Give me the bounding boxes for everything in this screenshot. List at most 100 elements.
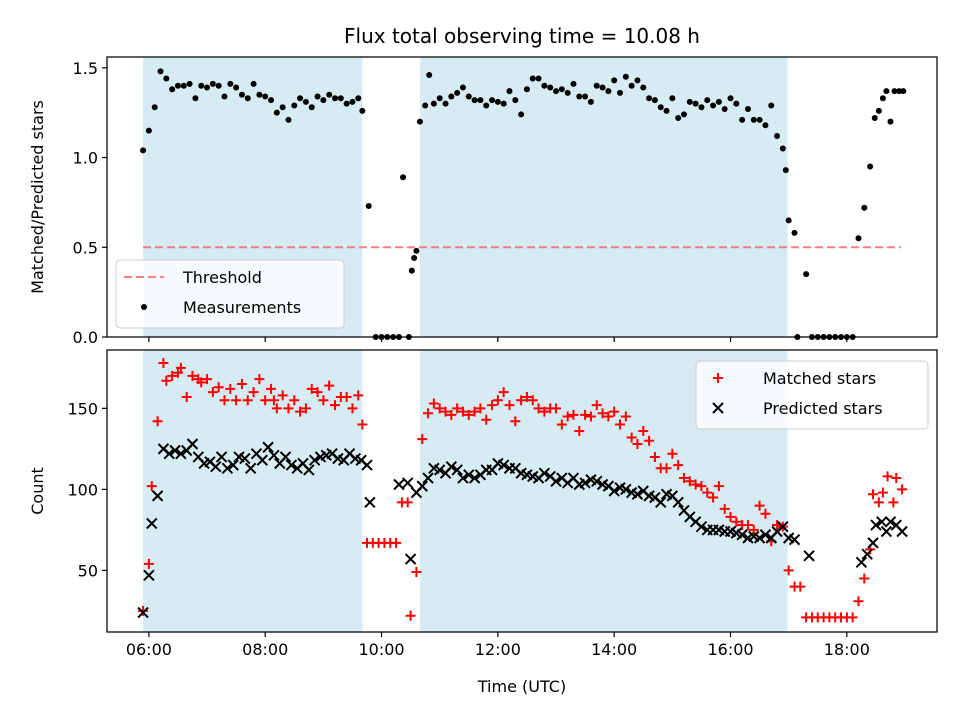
matched-star-point [760,508,771,519]
matched-star-point [783,565,794,576]
predicted-star-point [393,478,405,491]
y-tick-label: 150 [67,399,98,418]
measurement-point [710,102,717,109]
measurement-point [250,80,257,87]
measurement-point [669,95,676,102]
matched-star-point [330,400,341,411]
matched-star-point [175,362,186,373]
measurement-point [494,98,501,105]
matched-star-point [353,390,364,401]
measurement-point [186,80,193,87]
predicted-star-point [880,525,893,538]
matched-star-point [713,481,724,492]
matched-star-point [882,471,893,482]
matched-star-point [300,403,311,414]
matched-star-point [626,432,637,443]
measurement-point [359,107,366,114]
measurement-point [692,100,699,107]
matched-star-point [146,481,157,492]
measurement-point [442,100,449,107]
y-tick-label: 0.0 [73,328,98,347]
matched-star-point [248,387,259,398]
matched-star-point [161,375,172,386]
predicted-star-point [175,448,187,460]
measurement-point [291,102,298,109]
shaded-interval-1 [419,57,788,337]
matched-star-point [859,573,870,584]
predicted-star-point [631,488,644,500]
measurement-point [582,93,589,100]
measurement-point [518,111,525,118]
x-tick-label: 18:00 [824,640,870,659]
measurement-point [634,77,641,84]
predicted-star-point [497,459,510,471]
predicted-star-point [268,449,280,462]
matched-star-point [260,395,271,406]
matched-star-point [457,406,468,417]
predicted-star-point [361,459,373,471]
matched-star-point [213,382,224,393]
predicted-star-point [777,520,789,533]
measurement-point [622,73,629,80]
measurement-point [553,88,560,95]
measurement-point [879,95,886,102]
legend-swatch-measurements [141,304,147,310]
matched-star-point [187,370,198,381]
matched-star-point [452,403,463,414]
measurement-point [680,111,687,118]
measurement-point [512,97,519,104]
predicted-star-point [463,469,475,481]
measurement-point [774,132,781,139]
measurement-point [861,204,868,211]
matched-star-point [638,426,649,437]
predicted-star-point [884,516,897,528]
x-tick-label: 10:00 [358,640,404,659]
measurement-point [477,97,484,104]
bottom-y-axis-label: Count [28,467,47,515]
matched-star-point [853,596,864,607]
top-series [140,68,907,340]
bottom-shaded-intervals [143,350,788,632]
measurement-point [867,163,874,170]
measurement-point [663,107,670,114]
matched-star-point [289,395,300,406]
predicted-star-point [855,556,868,569]
top-shaded-intervals [143,57,788,337]
predicted-star-point [285,459,298,471]
measurement-point [436,95,443,102]
measurement-point [174,82,181,89]
matched-star-point [391,537,402,548]
measurement-point [204,84,211,91]
matched-star-point [521,392,532,402]
measurement-point [547,84,554,91]
measurement-point [262,93,269,100]
measurement-point [221,93,228,100]
predicted-star-point [137,606,149,619]
matched-star-point [585,411,596,422]
measurement-point [256,91,263,98]
bottom-axes-frame [106,349,938,633]
bottom-series [137,357,908,623]
matched-star-point [632,439,643,449]
matched-star-point [236,379,247,390]
measurement-point [465,93,472,100]
measurement-point [704,97,711,104]
predicted-star-point [550,475,562,487]
predicted-star-point [143,569,155,581]
measurement-point [593,82,600,89]
matched-star-point [748,524,759,535]
matched-star-point [873,497,884,508]
measurement-point [314,93,321,100]
matched-star-point [533,403,544,414]
measurement-point [768,102,775,109]
measurement-point [180,82,187,89]
matched-star-point [225,383,236,394]
bottom-axes: 50 100 150 06:00 08:00 10:00 12:00 14:00 16:00 18… [67,399,869,659]
matched-star-point [527,395,538,406]
predicted-star-point [695,520,708,533]
legend-box [695,360,929,430]
predicted-star-point [239,452,251,465]
matched-star-point [417,434,428,445]
matched-star-point [597,408,608,419]
predicted-star-point [861,548,873,560]
